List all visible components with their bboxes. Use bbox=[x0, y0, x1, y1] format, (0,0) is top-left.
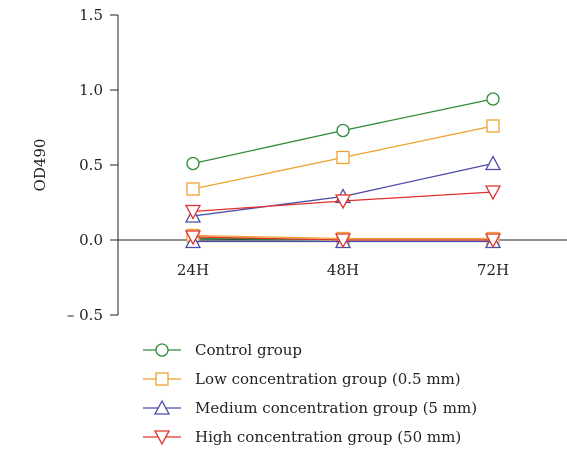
series-3 bbox=[184, 185, 502, 220]
series-point bbox=[336, 123, 350, 138]
y-tick-label: 0.5 bbox=[79, 156, 103, 174]
legend-marker bbox=[153, 399, 171, 415]
legend-label: Medium concentration group (5 mm) bbox=[195, 399, 477, 417]
series-point bbox=[186, 182, 200, 196]
baseline-series-point bbox=[184, 230, 202, 246]
y-tick-label: 0.0 bbox=[79, 231, 103, 249]
legend-item: Medium concentration group (5 mm) bbox=[143, 399, 477, 417]
baseline-series-3 bbox=[184, 230, 502, 249]
series-point bbox=[486, 92, 500, 106]
baseline-series-point bbox=[484, 233, 502, 249]
series-1 bbox=[186, 119, 500, 196]
legend-label: High concentration group (50 mm) bbox=[195, 428, 461, 446]
y-tick-label: 1.5 bbox=[79, 6, 103, 24]
x-tick-label: 48H bbox=[327, 261, 359, 279]
x-tick-label: 72H bbox=[477, 261, 509, 279]
series-point bbox=[336, 150, 350, 165]
y-tick-label: – 0.5 bbox=[67, 306, 103, 324]
legend-label: Control group bbox=[195, 341, 302, 359]
x-tick-label: 24H bbox=[177, 261, 209, 279]
series-point bbox=[484, 155, 502, 171]
legend-marker bbox=[155, 343, 169, 357]
series-point bbox=[486, 119, 500, 133]
plot-area bbox=[184, 92, 502, 249]
series-2 bbox=[184, 155, 502, 223]
series-point bbox=[186, 156, 200, 171]
series-point bbox=[484, 185, 502, 201]
series-point bbox=[184, 204, 202, 220]
legend-item: Low concentration group (0.5 mm) bbox=[143, 370, 461, 388]
legend-item: Control group bbox=[143, 341, 302, 359]
y-tick-label: 1.0 bbox=[79, 81, 103, 99]
series-point bbox=[334, 194, 352, 210]
y-axis-label: OD490 bbox=[31, 139, 49, 192]
series-0 bbox=[186, 92, 500, 171]
axes: 1.5 1.0 0.5 0.0 – 0.5 24H 48H 72H bbox=[67, 6, 567, 324]
legend-label: Low concentration group (0.5 mm) bbox=[195, 370, 461, 388]
legend-item: High concentration group (50 mm) bbox=[143, 428, 461, 446]
legend-marker bbox=[155, 372, 169, 386]
baseline-series-point bbox=[334, 233, 352, 249]
legend-marker bbox=[153, 430, 171, 446]
legend: Control group Low concentration group (0.… bbox=[143, 341, 477, 446]
